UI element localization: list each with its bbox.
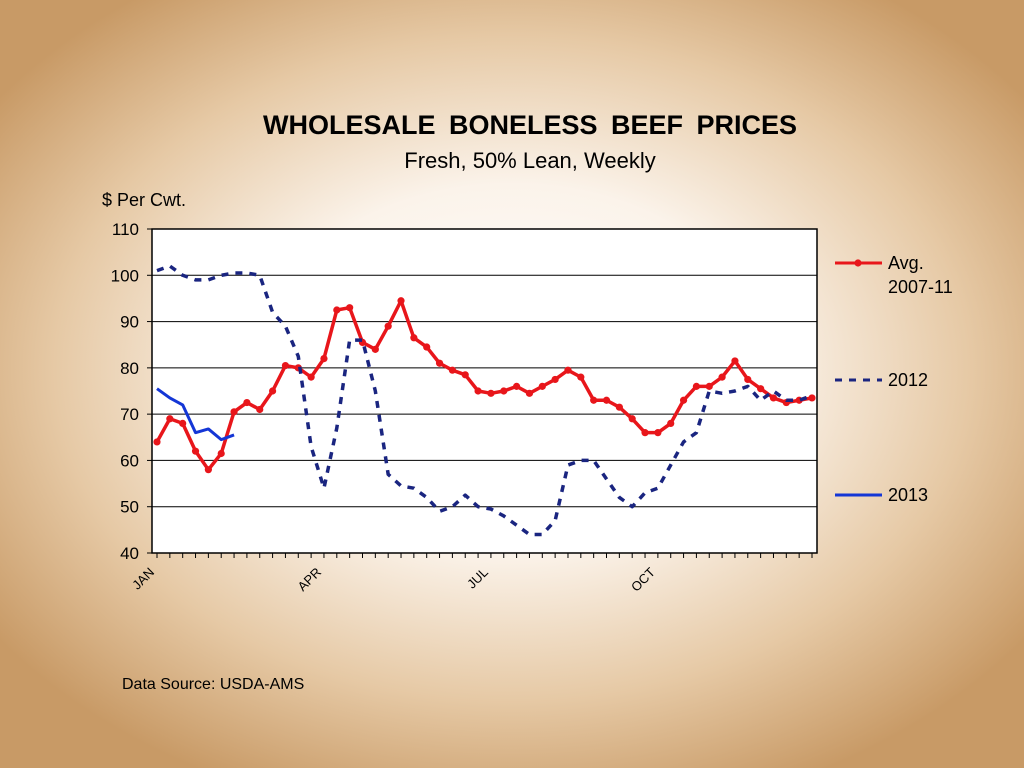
series-line-52 [155,298,813,472]
y-tick-label: 40 [120,544,139,563]
data-point [423,343,431,351]
data-point [204,466,212,474]
data-point [513,382,521,390]
data-point [577,373,585,381]
series-line-7 [156,387,235,442]
data-point [679,396,688,404]
data-point [191,447,200,455]
y-tick-label: 70 [120,405,139,424]
data-point [500,387,508,395]
data-point [564,366,572,374]
data-point [256,405,264,414]
x-tick-label: APR [295,565,325,595]
data-point [551,375,559,384]
data-point [487,389,495,397]
data-point [384,322,392,330]
y-tick-label: 60 [120,451,139,470]
data-point [692,382,701,390]
data-point [410,334,418,342]
data-point [474,387,482,395]
legend-marker [854,259,862,267]
data-point [641,429,649,437]
data-point [590,396,598,404]
data-point [525,389,534,397]
data-point [667,419,675,427]
data-source-note: Data Source: USDA-AMS [122,676,305,693]
data-point [757,385,765,393]
legend-label: 2007-11 [888,277,953,297]
x-tick-label: OCT [628,564,658,594]
legend-label: 2013 [888,485,928,505]
data-point [166,415,174,423]
data-point [281,361,290,370]
data-point [371,345,379,353]
data-point [448,366,456,374]
x-tick-label: JUL [464,565,491,592]
y-tick-label: 110 [112,220,139,239]
data-point [217,449,225,458]
data-point [731,357,739,365]
data-point [268,387,277,395]
y-tick-label: 50 [120,498,139,517]
data-point [307,373,315,381]
data-point [538,382,546,390]
data-point [320,355,328,363]
data-point [718,373,726,381]
data-point [602,396,611,404]
data-point [435,359,444,367]
data-point [333,306,341,314]
chart-subtitle: Fresh, 50% Lean, Weekly [404,148,656,173]
data-point [744,375,752,384]
plot-border [151,228,818,554]
data-point [615,403,623,411]
data-point [230,408,238,416]
data-point [808,394,816,402]
y-tick-label: 80 [120,359,139,378]
x-tick-label: JAN [129,565,157,593]
data-point [346,304,354,312]
chart-title: WHOLESALE BONELESS BEEF PRICES [262,110,798,140]
data-point [397,297,405,305]
data-point [461,371,469,379]
legend-label: Avg. [888,253,924,273]
y-axis-label: $ Per Cwt. [102,190,187,210]
data-point [654,429,662,437]
legend-label: 2012 [888,370,928,390]
data-point [153,438,161,446]
y-tick-label: 90 [120,313,139,332]
data-point [705,382,713,390]
data-point [179,419,187,427]
series-line-52 [156,264,813,537]
data-point [628,415,636,423]
y-tick-label: 100 [111,266,139,285]
data-point [243,398,251,407]
data-point [769,394,778,402]
